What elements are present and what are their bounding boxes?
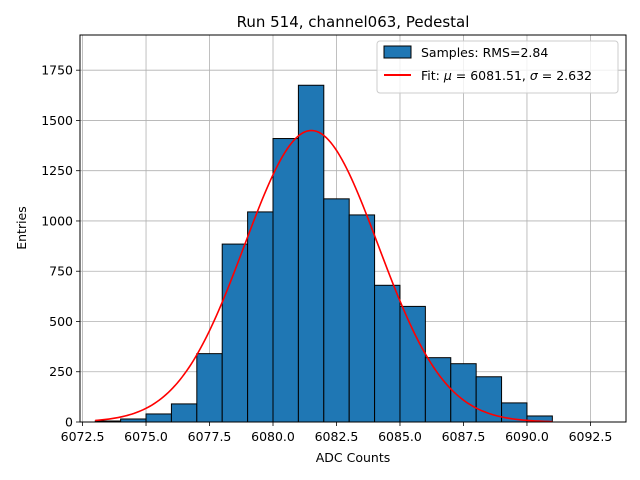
legend-fit-sigma-value: = 2.632 xyxy=(538,68,592,83)
x-tick-label: 6090.0 xyxy=(505,429,549,444)
histogram-bar xyxy=(424,357,452,423)
legend-histogram-label: Samples: RMS=2.84 xyxy=(421,45,548,60)
legend-frame xyxy=(376,40,619,94)
x-tick-label: 6087.5 xyxy=(442,429,486,444)
x-tick-label: 6072.5 xyxy=(61,429,105,444)
histogram-bar xyxy=(323,198,350,423)
histogram-bar xyxy=(272,138,299,423)
y-tick-label: 1250 xyxy=(41,163,73,178)
legend-fit-mu-symbol: μ xyxy=(443,68,452,83)
histogram-bar xyxy=(170,403,198,423)
legend-histogram-swatch xyxy=(383,45,412,59)
histogram-bar xyxy=(145,413,172,423)
y-axis-ticks: 0 250 500 750 1000 1250 1500 1750 xyxy=(41,63,80,430)
y-tick-label: 1750 xyxy=(41,63,73,78)
fit-curve xyxy=(95,129,553,423)
x-tick-label: 6080.0 xyxy=(251,429,295,444)
y-tick-label: 0 xyxy=(65,415,73,430)
x-tick-label: 6075.0 xyxy=(124,429,168,444)
x-axis-ticks: 6072.5 6075.0 6077.5 6080.0 6082.5 6085.0 6087… xyxy=(61,422,613,444)
x-tick-label: 6082.5 xyxy=(315,429,359,444)
legend: Samples: RMS=2.84 Fit: μ = 6081.51, σ = … xyxy=(376,40,619,94)
x-axis-label: ADC Counts xyxy=(316,450,391,465)
axes-frame xyxy=(79,34,627,423)
y-axis-label: Entries xyxy=(14,206,29,250)
histogram-bars xyxy=(94,84,553,423)
x-tick-label: 6085.0 xyxy=(378,429,422,444)
chart-title: Run 514, channel063, Pedestal xyxy=(237,13,470,31)
histogram-bar xyxy=(399,305,426,423)
histogram-bar xyxy=(374,284,401,423)
histogram-bar xyxy=(475,376,503,423)
histogram-bar xyxy=(196,353,223,423)
y-tick-label: 1000 xyxy=(41,213,73,228)
histogram-bar xyxy=(247,211,274,423)
legend-fit-sigma-symbol: σ xyxy=(530,68,539,83)
y-tick-label: 1500 xyxy=(41,113,73,128)
y-tick-label: 250 xyxy=(49,364,73,379)
legend-fit-mu-value: = 6081.51, xyxy=(452,68,530,83)
legend-fit-label: Fit: μ = 6081.51, σ = 2.632 xyxy=(421,68,592,83)
histogram-bar xyxy=(348,214,376,423)
y-tick-label: 750 xyxy=(49,264,73,279)
y-tick-label: 500 xyxy=(49,314,73,329)
histogram-bar xyxy=(297,84,325,423)
x-tick-label: 6077.5 xyxy=(188,429,232,444)
fit-curve-group xyxy=(95,129,553,423)
x-tick-label: 6092.5 xyxy=(569,429,613,444)
legend-fit-prefix: Fit: xyxy=(421,68,444,83)
